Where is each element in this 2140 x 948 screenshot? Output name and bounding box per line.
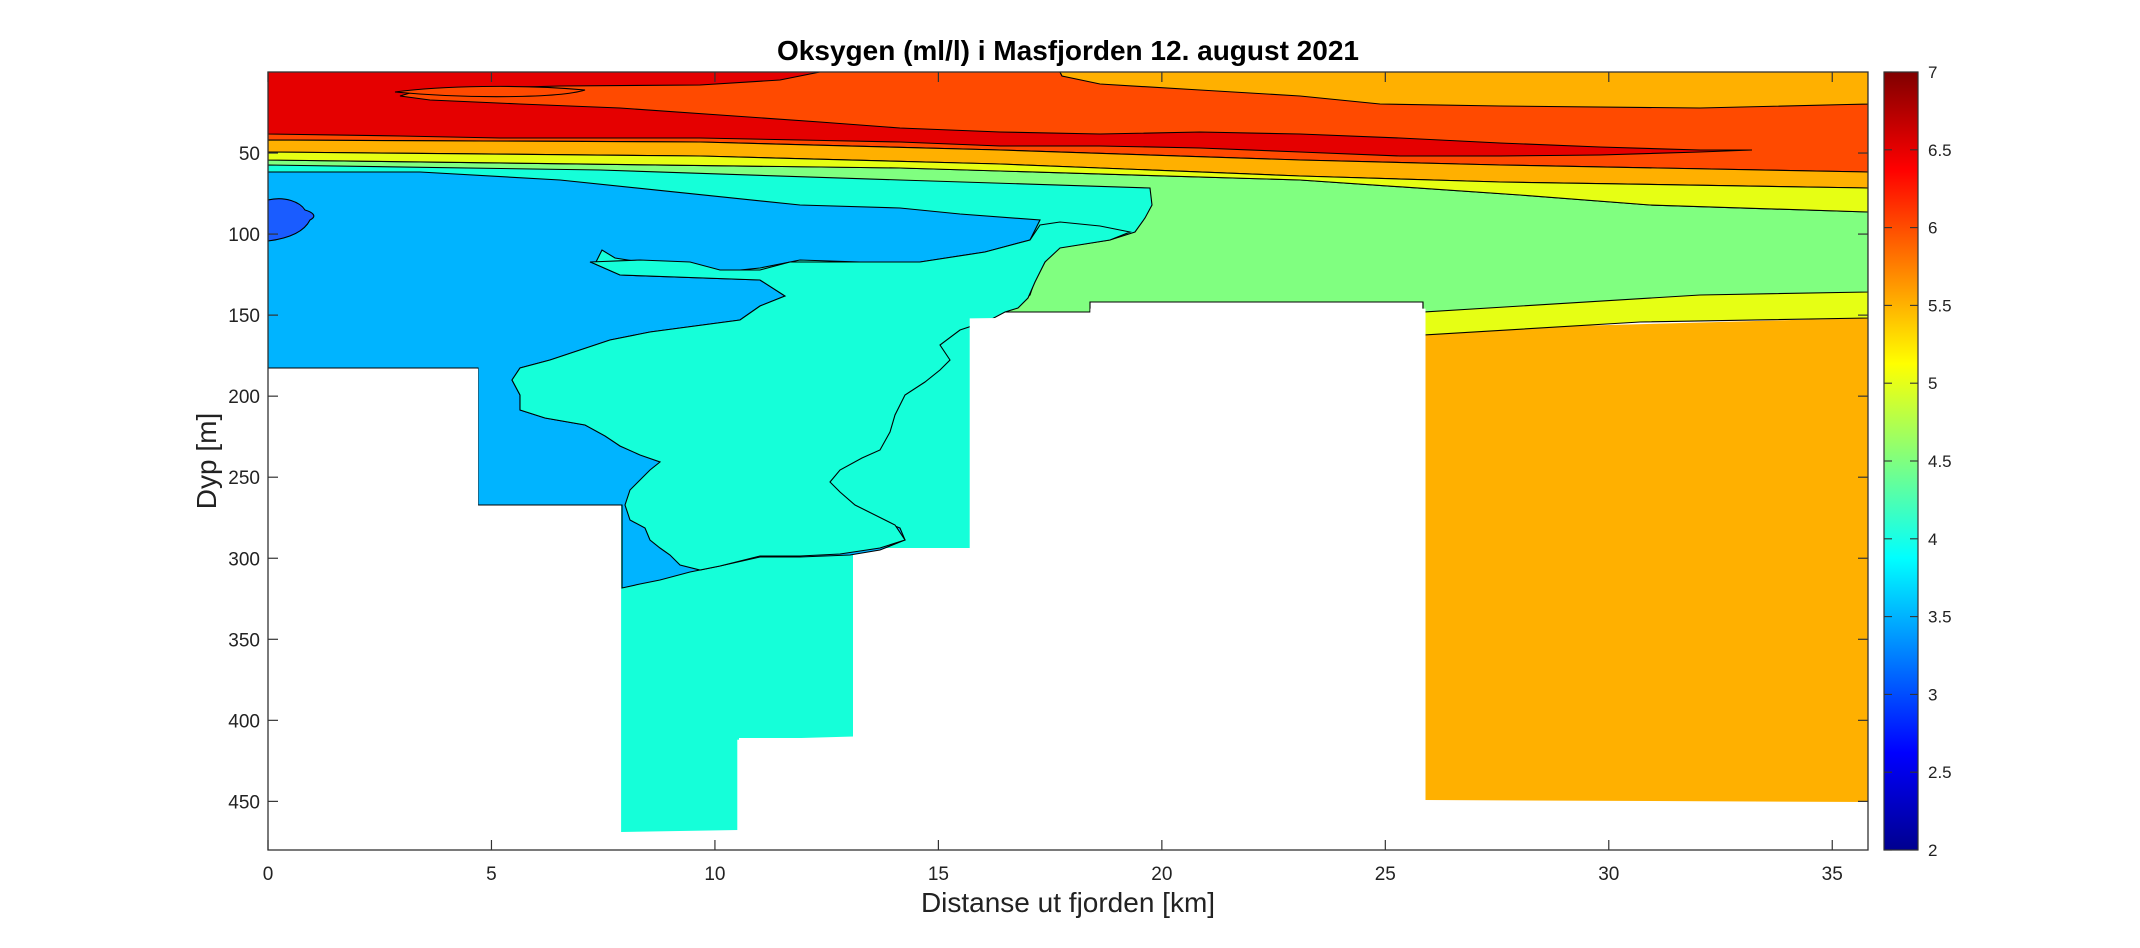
- colorbar-tick-label: 3.5: [1928, 608, 1952, 627]
- y-axis: 50 100 150 200 250 300 350 400 450: [228, 144, 1868, 813]
- x-tick-label: 5: [486, 864, 497, 885]
- x-tick-label: 15: [928, 864, 949, 885]
- y-tick-label: 200: [228, 387, 260, 408]
- layer-4.0-plume: [511, 221, 1132, 571]
- colorbar-tick-label: 2: [1928, 841, 1937, 860]
- layer-3.0: [268, 198, 315, 242]
- y-tick-label: 100: [228, 225, 260, 246]
- x-tick-label: 20: [1151, 864, 1172, 885]
- colorbar-tick-label: 4: [1928, 530, 1937, 549]
- y-tick-label: 350: [228, 630, 260, 651]
- seafloor-mask: [268, 308, 1868, 852]
- colorbar-tick-label: 7: [1928, 63, 1937, 82]
- layer-5.5-deep: [1423, 318, 1868, 802]
- x-tick-label: 0: [263, 864, 274, 885]
- colorbar-tick-label: 5.5: [1928, 296, 1952, 315]
- y-tick-label: 150: [228, 306, 260, 327]
- colorbar-ticks: 2 2.5 3 3.5 4 4.5 5 5.5 6 6.5 7: [1884, 63, 1952, 860]
- colorbar-tick-label: 5: [1928, 374, 1937, 393]
- x-tick-label: 25: [1375, 864, 1396, 885]
- y-tick-label: 400: [228, 711, 260, 732]
- y-tick-label: 450: [228, 792, 260, 813]
- y-tick-label: 50: [239, 144, 260, 165]
- x-axis-label: Distanse ut fjorden [km]: [921, 887, 1215, 918]
- chart-title: Oksygen (ml/l) i Masfjorden 12. august 2…: [777, 35, 1359, 66]
- colorbar-tick-label: 6: [1928, 219, 1937, 238]
- colorbar-tick-label: 2.5: [1928, 763, 1952, 782]
- x-tick-label: 10: [704, 864, 725, 885]
- axes-box: [267, 71, 1869, 851]
- x-axis: 0 5 10 15 20 25 30 35: [263, 72, 1843, 885]
- y-axis-label: Dyp [m]: [191, 413, 222, 509]
- layer-6.0-patch: [394, 85, 586, 98]
- colorbar-tick-label: 4.5: [1928, 452, 1952, 471]
- y-tick-label: 250: [228, 468, 260, 489]
- x-tick-label: 30: [1598, 864, 1619, 885]
- colorbar-tick-label: 6.5: [1928, 141, 1952, 160]
- band-5.0: [268, 151, 1868, 213]
- y-tick-label: 300: [228, 549, 260, 570]
- layer-5.5-surface: [1059, 72, 1868, 109]
- layer-6.5: [268, 72, 1753, 157]
- x-tick-label: 35: [1822, 864, 1843, 885]
- colorbar-tick-label: 3: [1928, 685, 1937, 704]
